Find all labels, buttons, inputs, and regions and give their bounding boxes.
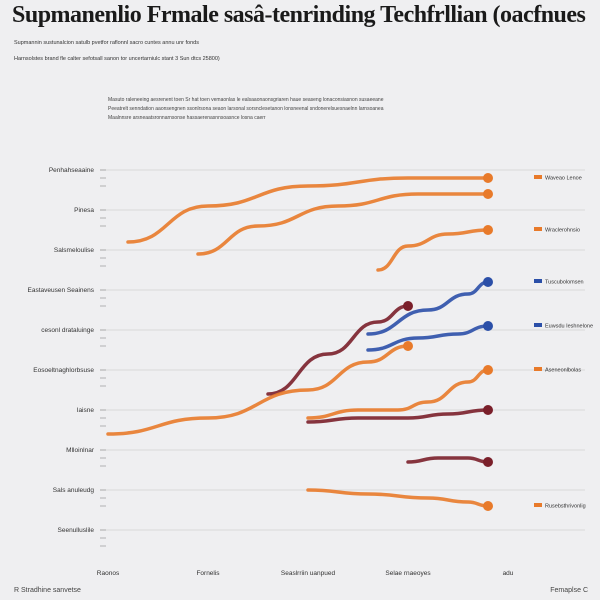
x-tick-label: Selae rnaeoyes: [385, 570, 431, 577]
series-end-point: [483, 277, 493, 287]
subtitle-line-1: Supmannin sustunalcion satulb pvetfor ra…: [14, 40, 199, 46]
series-line: [306, 408, 490, 424]
series-end-point: [403, 301, 413, 311]
series-line: [106, 344, 410, 436]
legend-swatch: [534, 227, 542, 231]
legend-label: Wraclerohnsio: [545, 228, 580, 234]
x-tick-label: Raonos: [97, 570, 120, 577]
series-end-point: [483, 365, 493, 375]
y-tick-label: Seenulluslile: [58, 527, 95, 534]
x-tick-label: adu: [503, 570, 514, 577]
series-end-point: [483, 321, 493, 331]
y-tick-label: Penhahseaaine: [49, 167, 95, 174]
y-tick-label: Salsmeloulise: [54, 247, 94, 254]
y-tick-label: Pinesa: [74, 207, 94, 214]
legend-swatch: [534, 367, 542, 371]
y-tick-label: Eastaveusen Seainens: [28, 287, 95, 294]
series-line: [366, 280, 490, 336]
legend-swatch: [534, 503, 542, 507]
y-tick-label: Mlloinlnar: [66, 447, 95, 454]
series-end-point: [483, 457, 493, 467]
legend-swatch: [534, 279, 542, 283]
caption-line-3: Maalnnsre arsneaatsronnarnsonse hassaere…: [108, 115, 266, 121]
series-end-point: [483, 405, 493, 415]
series-line: [306, 488, 490, 508]
series-end-point: [483, 225, 493, 235]
legend-swatch: [534, 323, 542, 327]
x-tick-label: Seaslrriin uanpued: [281, 570, 336, 577]
series-end-point: [483, 173, 493, 183]
chart-title: Supmanenlio Frmale sasâ-tenrinding Techf…: [12, 2, 586, 28]
legend-label: Euwsdu Ieshnelone: [545, 324, 593, 330]
caption-line-2: Peeatrelt senndation aaonsengnen ssonlrs…: [108, 106, 384, 112]
y-tick-label: Eosoeltnaghlorbsuse: [33, 367, 94, 374]
legend-label: Rusebsthrivonlig: [545, 504, 586, 510]
caption-line-1: Masuto raleneeing aesrenent toen Sr hat …: [108, 97, 384, 103]
footer-right-note: Femaplse C: [550, 587, 588, 594]
y-tick-label: Sals anuleudg: [53, 487, 95, 494]
series-line: [406, 456, 490, 464]
series-line: [196, 192, 490, 256]
series-end-point: [403, 341, 413, 351]
x-tick-label: Fornelis: [196, 570, 220, 577]
subtitle-line-2: Harnsolstes brand fle calter sefotsall s…: [14, 56, 220, 62]
legend-label: Waveao Lenoe: [545, 176, 582, 182]
series-line: [376, 228, 490, 272]
y-tick-label: Iaisne: [77, 407, 95, 414]
legend-label: Aseneonlbolas: [545, 368, 581, 374]
series-line: [266, 304, 410, 396]
footer-left-note: R Stradhine sanvetse: [14, 587, 81, 594]
legend-swatch: [534, 175, 542, 179]
legend-label: Tuscubolomsen: [545, 280, 584, 286]
series-end-point: [483, 189, 493, 199]
series-line: [126, 176, 490, 244]
series-end-point: [483, 501, 493, 511]
y-tick-label: cesonl drataluinge: [41, 327, 94, 334]
series-line: [366, 324, 490, 352]
series-line: [306, 368, 490, 420]
